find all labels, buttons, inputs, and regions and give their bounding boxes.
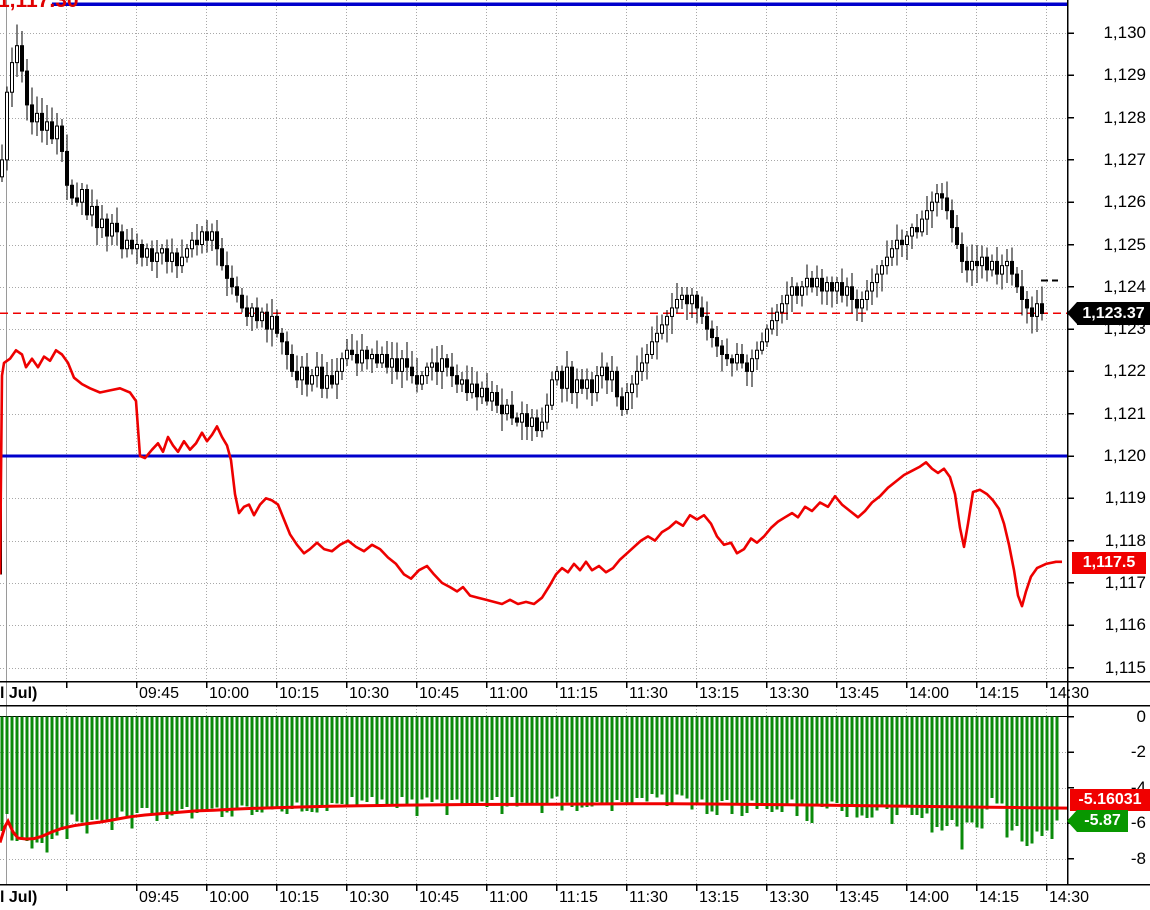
price-tick-label: 1,118 <box>1104 530 1146 550</box>
time-tick-label: 10:00 <box>209 889 250 906</box>
price-tick-label: 1,120 <box>1103 446 1146 465</box>
time-tick-label: 10:45 <box>419 685 460 702</box>
price-tick-label: 1,128 <box>1103 107 1146 127</box>
time-tick-label: 13:45 <box>839 685 880 702</box>
spread-tick-label: -6 <box>1130 813 1146 832</box>
time-tick-label: 14:15 <box>979 685 1020 702</box>
last-price-badge: 1,123.37 <box>1067 302 1150 325</box>
spread-tick-label: -8 <box>1130 848 1146 868</box>
time-tick-label: 10:00 <box>209 685 250 702</box>
time-tick-label: 13:15 <box>699 685 740 702</box>
date-label-upper: l Jul) <box>0 685 38 702</box>
time-tick-label: 09:45 <box>139 685 180 702</box>
time-tick-label: 11:00 <box>489 685 528 702</box>
time-tick-label: 13:45 <box>839 889 880 906</box>
price-tick-label: 1,115 <box>1104 657 1146 677</box>
price-tick-label: 1,119 <box>1104 488 1146 508</box>
time-tick-label: 11:15 <box>559 685 598 702</box>
price-tick-label: 1,117 <box>1104 572 1146 592</box>
price-tick-label: 1,122 <box>1103 361 1146 381</box>
price-tick-label: 1,116 <box>1104 615 1146 635</box>
time-tick-label: 10:15 <box>279 685 320 702</box>
time-tick-label: 11:30 <box>629 685 668 702</box>
time-tick-label: 10:30 <box>349 685 390 702</box>
red-line-price-value: 1,117.5 <box>1082 554 1136 571</box>
price-tick-label: 1,125 <box>1103 234 1146 254</box>
spread-tick-label: -2 <box>1130 742 1146 761</box>
price-tick-label: 1,129 <box>1103 65 1146 85</box>
price-tick-label: 1,126 <box>1103 192 1146 212</box>
time-tick-label: 10:15 <box>279 889 320 906</box>
time-tick-label: 14:30 <box>1049 889 1090 906</box>
time-tick-label: 14:00 <box>909 685 950 702</box>
time-tick-label: 13:15 <box>699 889 740 906</box>
date-label-lower: l Jul) <box>0 889 38 906</box>
time-tick-label: 11:00 <box>489 889 528 906</box>
time-tick-label: 09:45 <box>139 889 180 906</box>
time-tick-label: 11:30 <box>629 889 668 906</box>
last-price-value: 1,123.37 <box>1082 305 1145 322</box>
price-tick-label: 1,124 <box>1103 276 1146 296</box>
time-tick-label: 14:30 <box>1049 685 1090 702</box>
time-tick-label: 14:15 <box>979 889 1020 906</box>
badge-arrow-icon <box>1067 810 1077 832</box>
price-tick-label: 1,127 <box>1103 149 1146 169</box>
last-spread-value: -5.87 <box>1084 812 1121 829</box>
badge-arrow-icon <box>1067 302 1077 324</box>
red-line-price-badge: 1,117.5 <box>1072 552 1146 574</box>
time-tick-label: 10:30 <box>349 889 390 906</box>
avg-spread-value: -5.16031 <box>1078 791 1142 808</box>
last-spread-badge: -5.87 <box>1067 810 1128 832</box>
time-tick-label: 14:00 <box>909 889 950 906</box>
cut-off-price-text: 1,117.30 <box>0 0 79 12</box>
time-tick-label: 13:30 <box>769 685 810 702</box>
price-tick-label: 1,121 <box>1103 403 1146 423</box>
time-tick-label: 11:15 <box>559 889 598 906</box>
price-tick-label: 1,130 <box>1103 23 1146 42</box>
time-tick-label: 13:30 <box>769 889 810 906</box>
spread-tick-label: 0 <box>1136 706 1146 726</box>
avg-spread-badge: -5.16031 <box>1070 789 1150 811</box>
time-tick-label: 10:45 <box>419 889 460 906</box>
